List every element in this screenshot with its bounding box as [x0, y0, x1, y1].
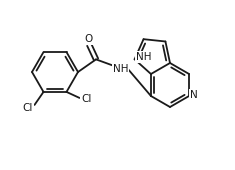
Text: Cl: Cl	[81, 94, 92, 104]
Text: NH: NH	[136, 52, 151, 62]
Text: Cl: Cl	[22, 103, 33, 113]
Text: NH: NH	[113, 64, 128, 74]
Text: O: O	[84, 34, 92, 44]
Text: N: N	[190, 90, 198, 100]
